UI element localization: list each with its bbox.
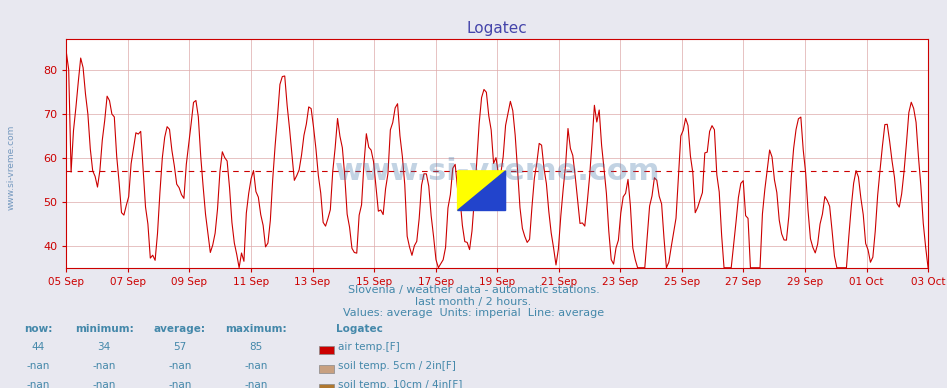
Text: Values: average  Units: imperial  Line: average: Values: average Units: imperial Line: av… [343, 308, 604, 318]
Text: -nan: -nan [244, 379, 267, 388]
Text: soil temp. 5cm / 2in[F]: soil temp. 5cm / 2in[F] [338, 361, 456, 371]
Polygon shape [457, 171, 506, 210]
Text: 85: 85 [249, 342, 262, 352]
Text: -nan: -nan [93, 379, 116, 388]
Text: last month / 2 hours.: last month / 2 hours. [416, 296, 531, 307]
Text: -nan: -nan [27, 361, 49, 371]
Text: -nan: -nan [27, 379, 49, 388]
Text: -nan: -nan [169, 379, 191, 388]
Text: air temp.[F]: air temp.[F] [338, 342, 400, 352]
Text: www.si-vreme.com: www.si-vreme.com [7, 124, 16, 210]
Text: 34: 34 [98, 342, 111, 352]
Text: -nan: -nan [244, 361, 267, 371]
Text: minimum:: minimum: [75, 324, 134, 334]
Text: 57: 57 [173, 342, 187, 352]
Text: www.si-vreme.com: www.si-vreme.com [334, 157, 660, 186]
Polygon shape [457, 171, 506, 210]
Text: now:: now: [24, 324, 52, 334]
Text: 44: 44 [31, 342, 45, 352]
Text: -nan: -nan [169, 361, 191, 371]
Title: Logatec: Logatec [467, 21, 527, 36]
Text: Slovenia / weather data - automatic stations.: Slovenia / weather data - automatic stat… [348, 285, 599, 295]
Text: Logatec: Logatec [336, 324, 383, 334]
Text: maximum:: maximum: [224, 324, 287, 334]
Text: average:: average: [154, 324, 205, 334]
Text: -nan: -nan [93, 361, 116, 371]
Text: soil temp. 10cm / 4in[F]: soil temp. 10cm / 4in[F] [338, 379, 462, 388]
